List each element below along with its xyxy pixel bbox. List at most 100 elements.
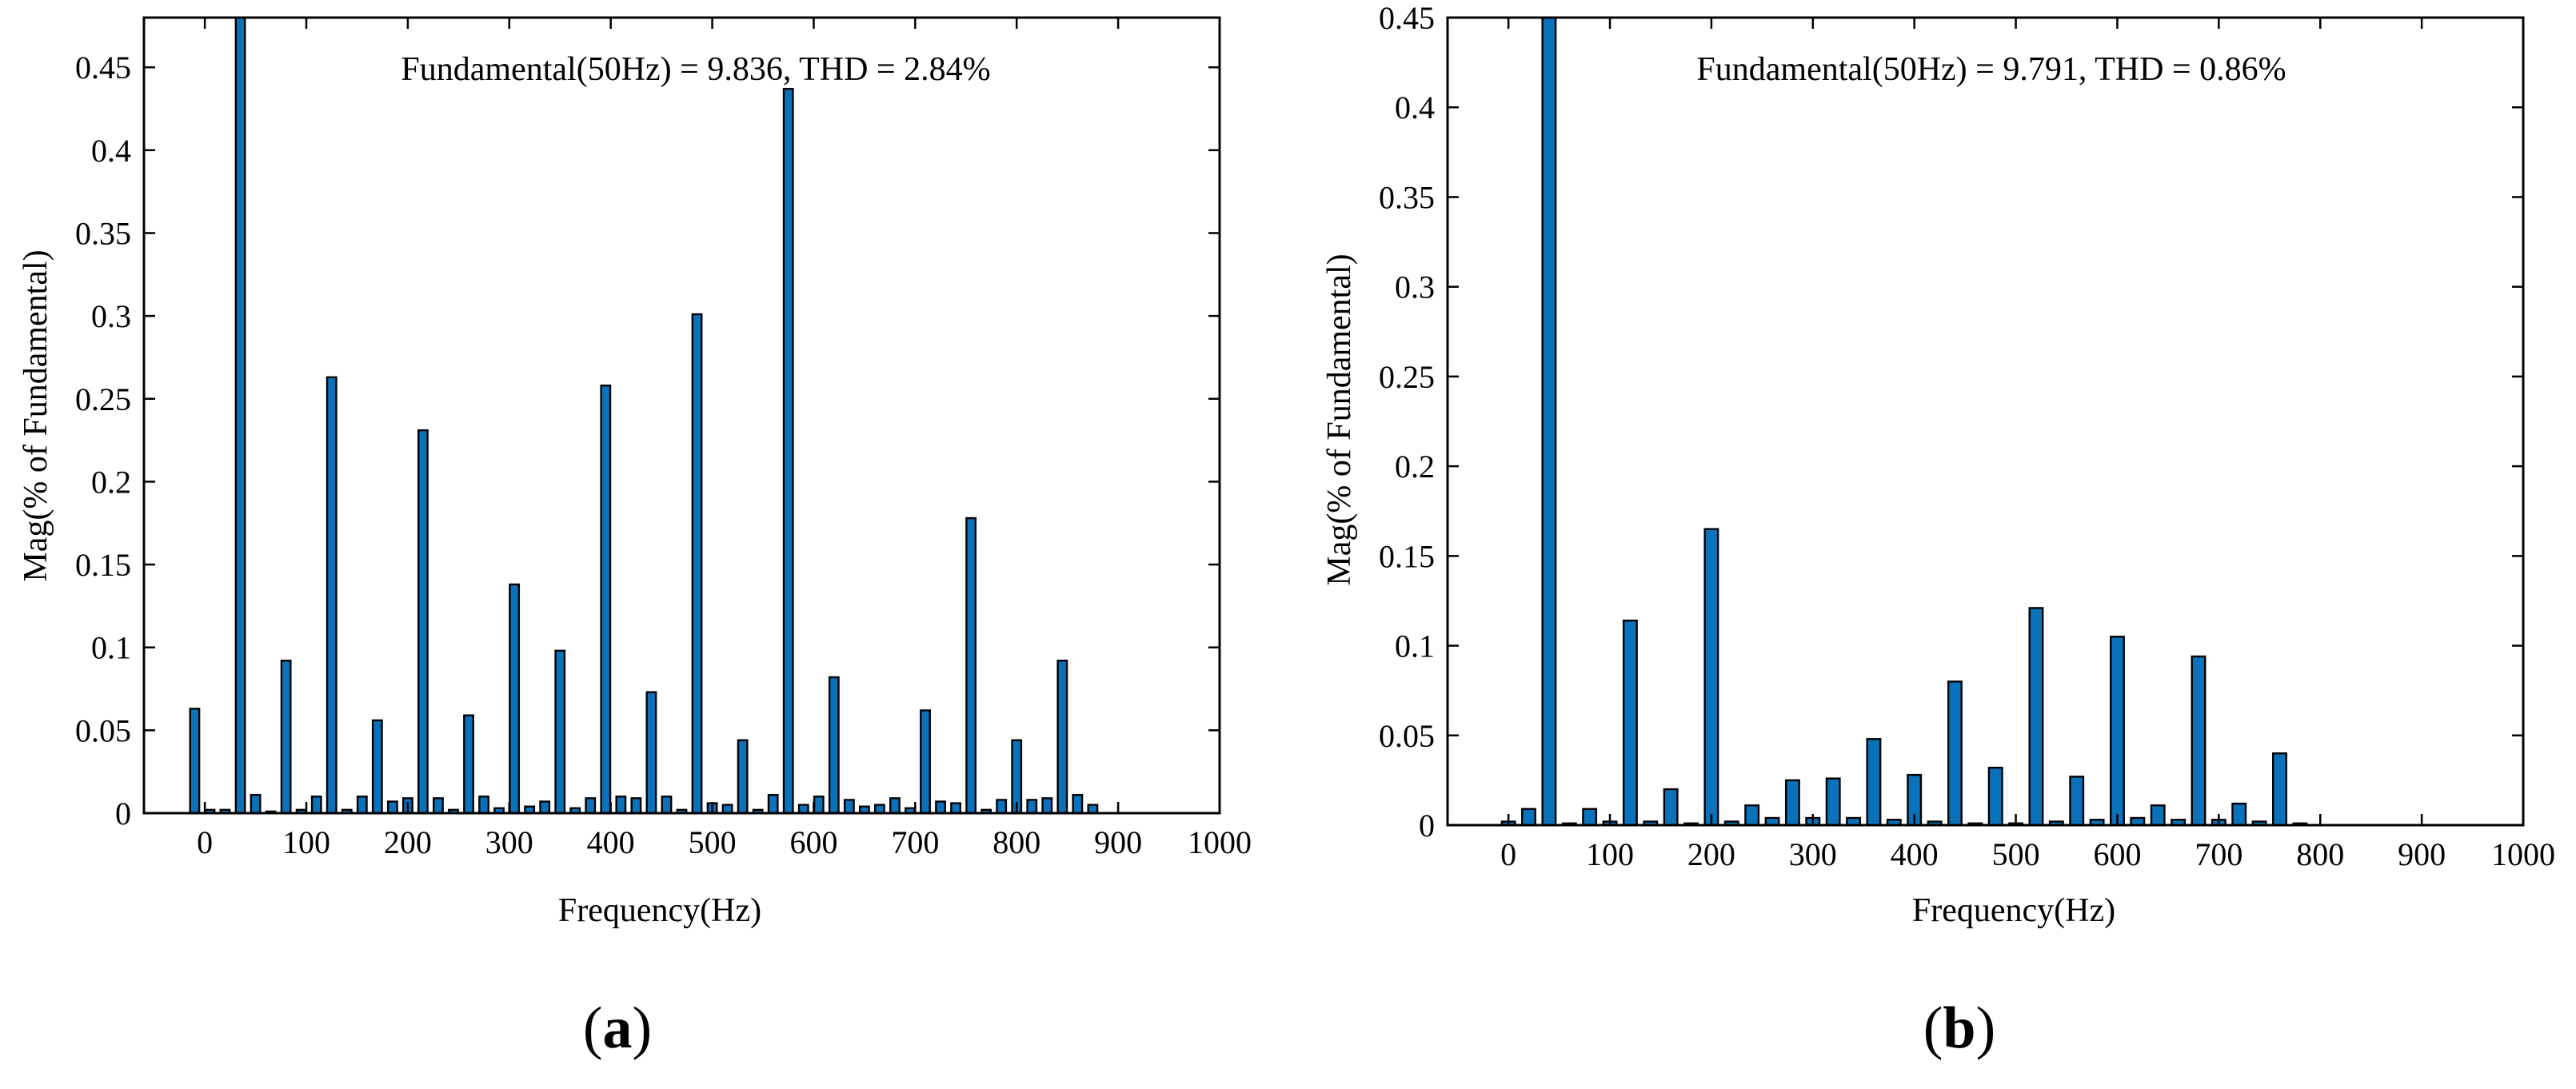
panel-label-b: (b) — [1923, 995, 1995, 1061]
annotation-a: Fundamental(50Hz) = 9.836, THD = 2.84% — [401, 51, 990, 88]
bar-a-3 — [234, 16, 246, 815]
x-tick-label-a-7: 700 — [891, 824, 939, 860]
bar-b-16 — [1825, 777, 1841, 827]
bar-a-0 — [189, 708, 201, 815]
bar-b-30 — [2110, 636, 2125, 827]
bar-a-33 — [691, 313, 703, 815]
y-tick-label-b-0: 0 — [1419, 808, 1435, 844]
annotation-b: Fundamental(50Hz) = 9.791, THD = 0.86% — [1696, 51, 2286, 88]
bar-b-26 — [2028, 607, 2044, 827]
bar-a-9 — [325, 376, 337, 815]
x-tick-label-a-0: 0 — [197, 824, 213, 860]
bar-a-42 — [828, 676, 840, 815]
bar-a-24 — [554, 649, 566, 815]
y-tick-label-a-1: 0.05 — [75, 712, 131, 748]
y-tick-label-b-3: 0.15 — [1379, 538, 1435, 574]
bar-series-a — [189, 16, 1099, 815]
y-tick-label-b-4: 0.2 — [1395, 449, 1435, 485]
plot-frame-a — [142, 16, 1221, 815]
bar-a-58 — [1072, 794, 1084, 815]
bar-a-8 — [310, 796, 322, 815]
x-tick-label-b-3: 300 — [1789, 836, 1837, 872]
bar-b-24 — [1987, 766, 2003, 827]
x-tick-label-b-0: 0 — [1500, 836, 1516, 872]
bar-a-41 — [813, 796, 825, 815]
bar-a-51 — [965, 517, 977, 815]
bar-b-6 — [1622, 619, 1638, 827]
bar-b-22 — [1947, 680, 1963, 827]
y-tick-label-a-6: 0.3 — [91, 298, 131, 334]
y-tick-label-b-9: 0.45 — [1379, 0, 1435, 36]
bar-b-18 — [1866, 738, 1882, 827]
bar-a-53 — [996, 799, 1008, 815]
bar-a-49 — [935, 800, 946, 815]
bar-a-12 — [371, 719, 383, 815]
bar-a-31 — [661, 796, 673, 815]
bar-a-57 — [1056, 660, 1068, 815]
bar-b-1 — [1521, 808, 1536, 827]
bar-b-38 — [2272, 752, 2287, 827]
bar-a-13 — [386, 800, 398, 815]
bar-b-4 — [1582, 808, 1598, 827]
bar-a-4 — [250, 794, 262, 815]
y-tick-label-a-8: 0.4 — [91, 133, 131, 169]
x-tick-label-b-1: 100 — [1586, 836, 1634, 872]
y-tick-label-a-7: 0.35 — [75, 215, 131, 251]
chart-panel-a: 0 100 200 300 400 500 600 700 800 900 1000 0 0.05 0.1… — [18, 16, 1252, 1061]
y-axis-title-b: Mag(% of Fundamental) — [1321, 253, 1358, 585]
y-tick-label-a-5: 0.25 — [75, 381, 131, 417]
y-tick-label-b-5: 0.25 — [1379, 359, 1435, 395]
y-tick-label-a-9: 0.45 — [75, 50, 131, 86]
y-tick-label-a-0: 0 — [115, 796, 131, 832]
bar-a-36 — [737, 739, 749, 815]
bar-a-21 — [509, 583, 521, 815]
bar-b-2 — [1541, 16, 1557, 827]
chart-panel-b: 0 100 200 300 400 500 600 700 800 900 1000 0 0.05 0.1… — [1321, 0, 2555, 1061]
x-tick-label-a-5: 500 — [689, 824, 737, 860]
x-tick-label-a-3: 300 — [485, 824, 533, 860]
x-tick-label-b-9: 900 — [2398, 836, 2446, 872]
bar-a-39 — [782, 87, 794, 815]
bar-a-55 — [1026, 799, 1038, 815]
bar-b-36 — [2231, 802, 2247, 827]
bar-a-40 — [797, 804, 809, 815]
bar-b-10 — [1703, 528, 1719, 827]
bar-b-12 — [1744, 804, 1760, 827]
bar-a-23 — [539, 800, 551, 815]
bar-a-11 — [356, 796, 368, 815]
bar-b-28 — [2069, 776, 2085, 827]
bar-a-35 — [721, 804, 733, 815]
x-tick-label-b-8: 800 — [2296, 836, 2344, 872]
axis-ticks-a: 0 100 200 300 400 500 600 700 800 900 1000 0 0.05 0.1… — [75, 18, 1252, 860]
bar-b-34 — [2191, 655, 2207, 827]
plot-frame-b — [1446, 16, 2525, 827]
y-tick-label-b-6: 0.3 — [1395, 269, 1435, 305]
bar-a-27 — [600, 384, 612, 815]
x-axis-title-b: Frequency(Hz) — [1912, 892, 2115, 929]
x-tick-label-a-1: 100 — [282, 824, 330, 860]
bar-a-6 — [280, 660, 292, 815]
x-tick-label-a-9: 900 — [1094, 824, 1142, 860]
x-tick-label-a-2: 200 — [384, 824, 432, 860]
x-tick-label-a-4: 400 — [587, 824, 635, 860]
x-tick-label-a-6: 600 — [789, 824, 837, 860]
bar-b-8 — [1663, 788, 1679, 827]
bar-a-48 — [920, 709, 931, 815]
bar-a-59 — [1087, 804, 1099, 815]
x-tick-label-b-2: 200 — [1687, 836, 1735, 872]
bar-a-28 — [615, 796, 627, 815]
x-tick-label-b-5: 500 — [1992, 836, 2040, 872]
y-tick-label-a-2: 0.1 — [91, 630, 131, 666]
bar-a-43 — [843, 799, 855, 815]
bar-a-26 — [585, 797, 597, 815]
bar-a-50 — [950, 802, 962, 815]
bar-a-45 — [874, 804, 885, 815]
x-axis-title-a: Frequency(Hz) — [558, 892, 761, 929]
panel-label-a: (a) — [583, 995, 652, 1061]
bar-a-30 — [645, 691, 657, 815]
x-tick-label-a-8: 800 — [992, 824, 1040, 860]
bar-a-56 — [1041, 797, 1053, 815]
bar-a-18 — [463, 714, 474, 815]
y-tick-label-a-3: 0.15 — [75, 547, 131, 583]
